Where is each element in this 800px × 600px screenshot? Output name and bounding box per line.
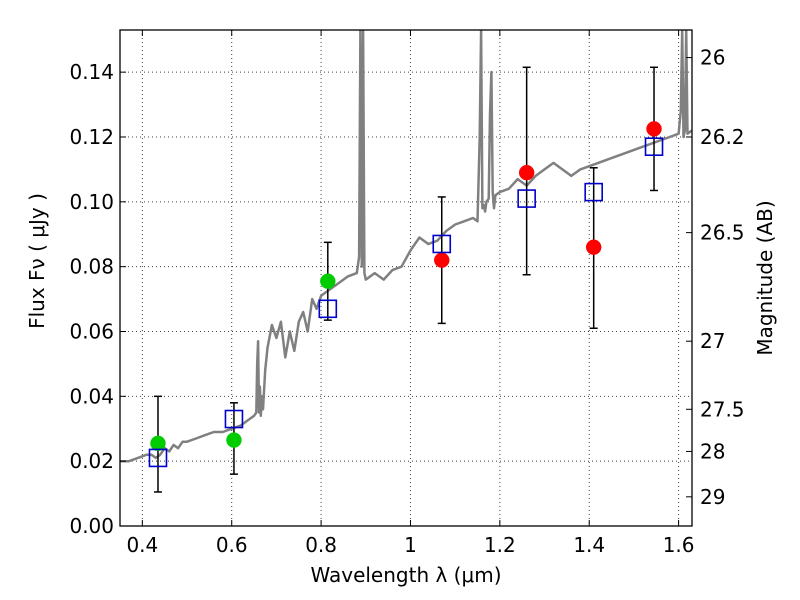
right-tick-label: 26.5 (700, 221, 745, 245)
data-point-circle (226, 432, 242, 448)
y-tick-label: 0.12 (69, 125, 114, 149)
plot-frame (119, 29, 693, 527)
x-tick-label: 0.8 (305, 533, 337, 557)
data-point-square (517, 189, 536, 208)
data-point-circle (518, 164, 535, 181)
x-tick-label: 1.4 (573, 533, 605, 557)
right-tick-label: 26 (700, 46, 725, 70)
spectrum-layer (120, 30, 692, 463)
data-point-circle (585, 239, 602, 255)
y-axis-label-left: Flux Fν ( μJy ) (25, 193, 49, 329)
marker-layer (148, 121, 664, 468)
tick-layer: 0.4 0.6 0.8 1 1.2 1.4 1.6 0.00 0.02 0.04 0.06 0.08 0… (69, 30, 745, 557)
right-tick-label: 27 (700, 329, 725, 353)
x-tick-label: 0.4 (126, 533, 158, 557)
right-tick-label: 26.2 (700, 125, 745, 149)
spectrum-line (120, 30, 692, 463)
data-point-square (148, 448, 168, 468)
x-tick-label: 1.2 (484, 533, 516, 557)
y-tick-label: 0.08 (69, 255, 114, 279)
y-tick-label: 0.02 (69, 449, 114, 473)
data-point-square (432, 234, 452, 254)
data-point-circle (434, 252, 450, 268)
data-point-square (584, 182, 603, 202)
y-tick-label: 0.04 (69, 384, 114, 408)
right-tick-label: 28 (700, 439, 725, 463)
y-tick-label: 0.10 (69, 190, 114, 214)
data-point-circle (150, 435, 166, 452)
data-point-circle (646, 121, 662, 137)
data-point-square (644, 137, 664, 157)
y-tick-label: 0.06 (69, 319, 114, 343)
data-point-circle (320, 273, 336, 289)
data-point-square (318, 299, 338, 319)
x-tick-label: 0.6 (216, 533, 248, 557)
right-tick-label: 29 (700, 485, 725, 509)
right-tick-label: 27.5 (700, 397, 745, 421)
y-tick-label: 0.14 (69, 60, 114, 84)
x-tick-label: 1.6 (663, 533, 695, 557)
x-axis-label: Wavelength λ (μm) (310, 563, 501, 587)
grid-lines (120, 30, 692, 526)
data-point-square (224, 409, 244, 429)
x-tick-label: 1 (404, 533, 417, 557)
y-tick-label: 0.00 (69, 514, 114, 538)
y-axis-label-right: Magnitude (AB) (753, 200, 777, 355)
